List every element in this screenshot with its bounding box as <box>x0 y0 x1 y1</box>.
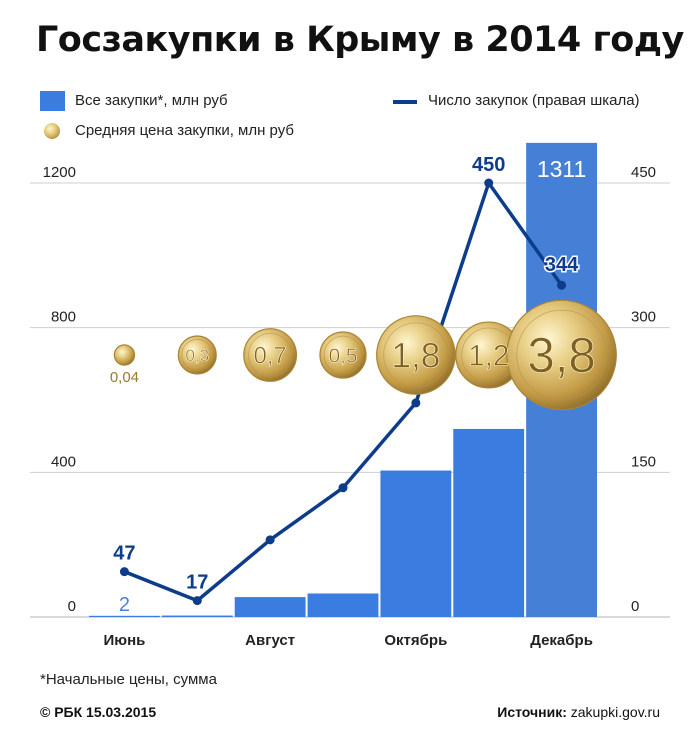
line-data-label: 17 <box>186 572 208 594</box>
line-point <box>484 178 494 188</box>
x-tick-label: Декабрь <box>530 632 593 649</box>
x-tick-label: Октябрь <box>384 632 447 649</box>
legend-coin-icon <box>44 123 60 139</box>
bar <box>89 615 160 617</box>
y-right-tick-label: 300 <box>631 309 656 326</box>
legend-line-label: Число закупок (правая шкала) <box>428 92 640 109</box>
y-right-tick-label: 450 <box>631 164 656 181</box>
x-tick-label: Август <box>245 632 295 649</box>
bar <box>234 597 306 617</box>
coin <box>376 315 456 395</box>
source-label: Источник: <box>497 704 567 720</box>
legend-bars-label: Все закупки*, млн руб <box>75 92 228 109</box>
coin-data-label: 1,2 <box>468 339 509 372</box>
line-point <box>119 567 129 577</box>
line-point <box>265 535 275 545</box>
legend-bar-swatch <box>40 91 65 111</box>
coin-data-label: 0,04 <box>110 369 139 386</box>
bar <box>161 615 233 617</box>
coin-data-label: 3,8 <box>527 328 595 383</box>
coin-data-label: 1,8 <box>391 336 440 375</box>
line-point <box>411 398 421 408</box>
coin <box>177 335 217 375</box>
line-point <box>192 596 202 606</box>
bar-data-label: 1311 <box>537 156 586 182</box>
line-point <box>557 280 567 290</box>
line-data-label: 344 <box>545 254 579 276</box>
x-tick-label: Июнь <box>103 632 145 649</box>
coin <box>243 328 298 382</box>
chart-canvas: 0 0 400 150 800 300 1200 450 2 1311 0,04 0,3 0,7 0,5 1… <box>30 142 670 649</box>
bar <box>453 428 525 617</box>
coin-rim <box>181 339 214 371</box>
source-value: zakupki.gov.ru <box>570 704 660 720</box>
coin <box>506 299 617 411</box>
y-right-tick-label: 150 <box>631 453 656 470</box>
legend-line-swatch <box>393 100 417 104</box>
y-left-tick-label: 0 <box>68 598 76 615</box>
coin-rim <box>248 333 293 377</box>
y-left-tick-label: 800 <box>51 309 76 326</box>
coin-data-label: 0,3 <box>185 346 209 365</box>
line-data-label: 47 <box>113 543 135 565</box>
line-point <box>338 483 348 493</box>
y-right-tick-label: 0 <box>631 598 639 615</box>
coin-data-label: 0,5 <box>329 344 358 367</box>
copyright: © РБК 15.03.2015 <box>40 704 157 720</box>
chart-title: Госзакупки в Крыму в 2014 году <box>36 20 684 60</box>
bar <box>307 593 379 617</box>
coin <box>319 331 367 379</box>
y-left-tick-label: 1200 <box>43 164 76 181</box>
coin-rim <box>323 335 363 375</box>
coin <box>113 344 136 366</box>
source: Источник: zakupki.gov.ru <box>497 704 660 720</box>
coin-rim <box>516 309 607 401</box>
legend-coins-label: Средняя цена закупки, млн руб <box>75 122 294 139</box>
bar-data-label: 2 <box>119 594 130 616</box>
coin-rim <box>383 322 449 388</box>
coin-data-label: 0,7 <box>254 343 287 369</box>
bar <box>380 470 452 617</box>
line-data-label: 450 <box>472 154 505 176</box>
y-left-tick-label: 400 <box>51 453 76 470</box>
footnote: *Начальные цены, сумма <box>40 671 217 688</box>
